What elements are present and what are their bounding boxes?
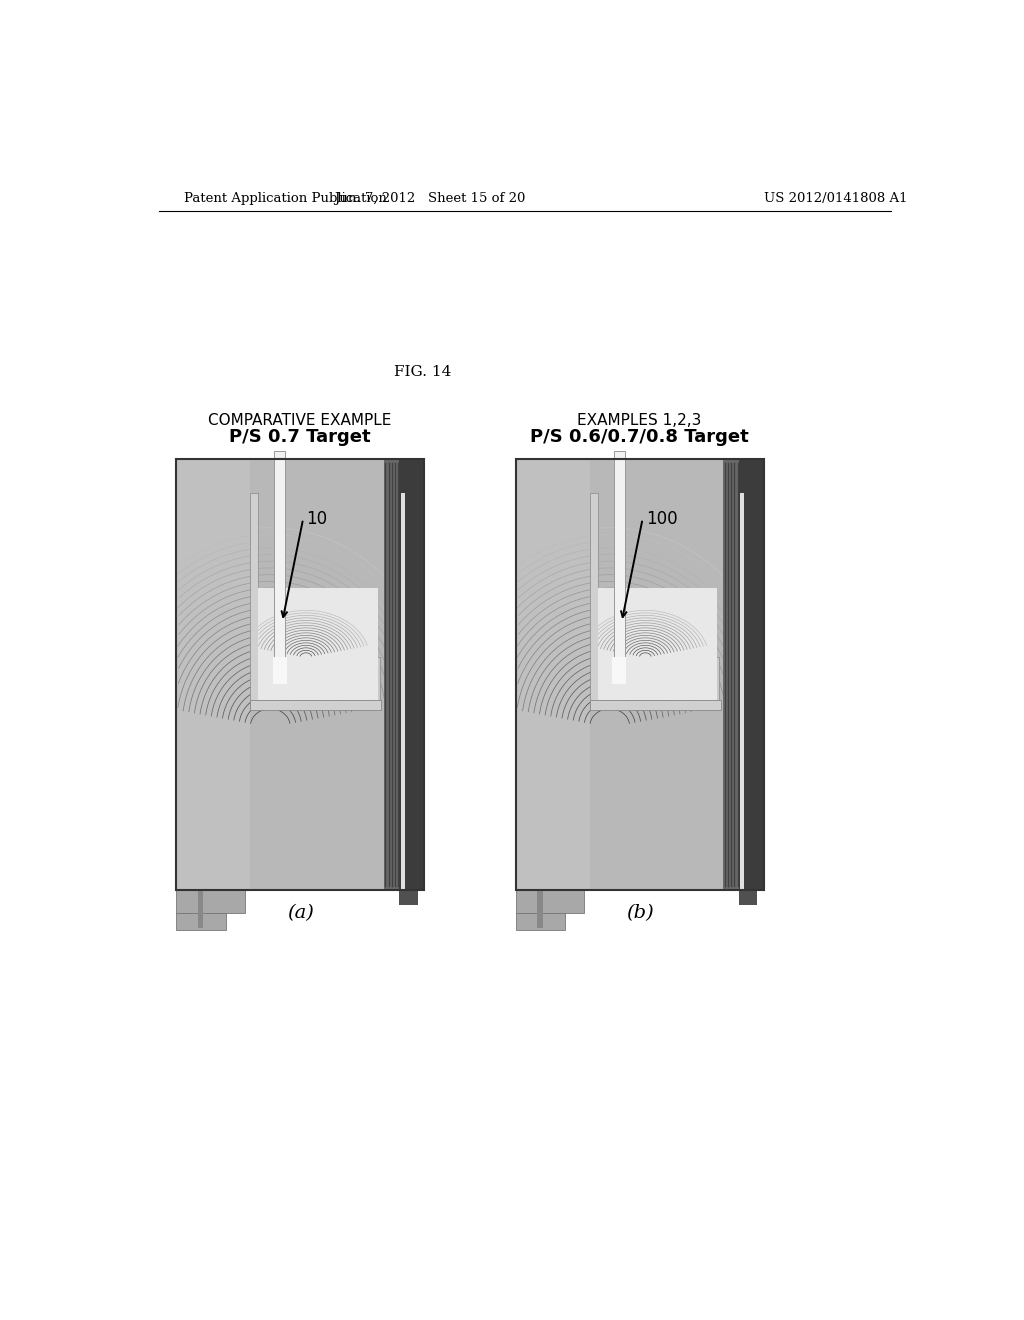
Bar: [515, 459, 764, 890]
Bar: [612, 657, 627, 684]
Text: US 2012/0141808 A1: US 2012/0141808 A1: [764, 191, 907, 205]
Bar: [723, 459, 762, 890]
Bar: [366, 656, 380, 700]
Bar: [176, 890, 245, 913]
Bar: [399, 890, 418, 906]
Bar: [176, 913, 225, 929]
Bar: [273, 657, 287, 684]
Bar: [399, 459, 424, 890]
Bar: [384, 459, 423, 890]
Text: P/S 0.7 Target: P/S 0.7 Target: [229, 428, 371, 446]
Bar: [198, 890, 203, 928]
Text: (a): (a): [287, 904, 313, 921]
Bar: [251, 700, 381, 710]
Text: Patent Application Publication: Patent Application Publication: [183, 191, 387, 205]
Bar: [738, 459, 764, 890]
Bar: [598, 589, 717, 700]
Text: FIG. 14: FIG. 14: [394, 366, 452, 379]
Text: P/S 0.6/0.7/0.8 Target: P/S 0.6/0.7/0.8 Target: [530, 428, 749, 446]
Bar: [515, 890, 585, 913]
Bar: [590, 700, 721, 710]
Bar: [176, 459, 424, 890]
Text: 100: 100: [646, 510, 677, 528]
Text: 10: 10: [306, 510, 328, 528]
Bar: [400, 494, 404, 890]
Bar: [738, 890, 758, 906]
Bar: [538, 890, 543, 928]
Bar: [706, 656, 719, 700]
Bar: [515, 459, 764, 890]
Bar: [515, 913, 565, 929]
Bar: [590, 492, 598, 700]
Bar: [614, 451, 625, 675]
Bar: [176, 459, 251, 890]
Bar: [740, 494, 744, 890]
Text: COMPARATIVE EXAMPLE: COMPARATIVE EXAMPLE: [208, 413, 392, 428]
Text: Jun. 7, 2012   Sheet 15 of 20: Jun. 7, 2012 Sheet 15 of 20: [335, 191, 526, 205]
Bar: [515, 459, 590, 890]
Text: EXAMPLES 1,2,3: EXAMPLES 1,2,3: [578, 413, 701, 428]
Bar: [176, 459, 424, 890]
Text: (b): (b): [626, 904, 653, 921]
Bar: [274, 451, 286, 675]
Bar: [258, 589, 378, 700]
Bar: [251, 492, 258, 700]
